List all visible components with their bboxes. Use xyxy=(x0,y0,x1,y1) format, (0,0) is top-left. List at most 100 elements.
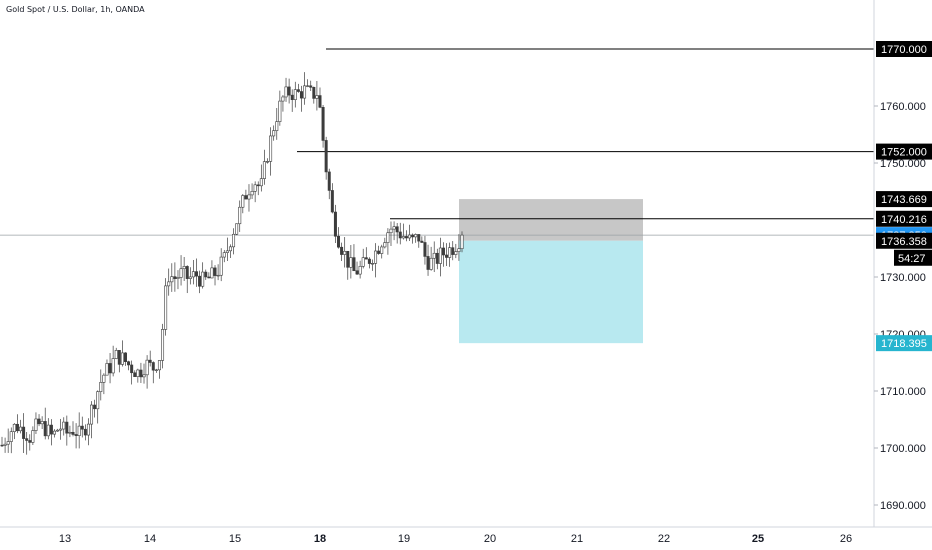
candle-body xyxy=(145,359,149,376)
candle-body xyxy=(299,91,303,99)
candle-body xyxy=(86,423,90,436)
candle-body xyxy=(306,85,310,87)
candle-body xyxy=(71,431,75,435)
candle-body xyxy=(117,350,121,365)
candle-body xyxy=(269,135,273,162)
candle-body xyxy=(225,250,229,253)
candle-body xyxy=(25,438,29,441)
candle-body xyxy=(337,235,341,248)
target-price-tag-bg xyxy=(876,335,932,352)
candle-body xyxy=(34,418,38,431)
candle-body xyxy=(312,87,316,99)
candle-body xyxy=(454,251,458,255)
candle-body xyxy=(241,195,245,208)
candle-body xyxy=(253,184,257,192)
candle-body xyxy=(46,424,50,437)
candle-body xyxy=(59,428,63,431)
candle-body xyxy=(216,274,220,277)
candle-body xyxy=(340,246,344,255)
y-tick-label: 1690.000 xyxy=(880,500,926,512)
candle-body xyxy=(9,431,13,442)
candle-body xyxy=(49,424,53,435)
candle-body xyxy=(333,211,337,237)
candle-body xyxy=(395,226,399,233)
candle-body xyxy=(423,242,427,257)
candle-body xyxy=(284,86,288,98)
candle-body xyxy=(179,268,183,278)
x-tick-label: 18 xyxy=(314,533,326,545)
candle-body xyxy=(380,246,384,254)
level-price-tag: 1752.000 xyxy=(881,147,927,159)
stop-price-tag-bg xyxy=(876,191,932,208)
candle-body xyxy=(448,247,452,258)
candle-body xyxy=(142,374,146,378)
candle-body xyxy=(432,252,436,259)
candle-body xyxy=(451,247,455,255)
candle-body xyxy=(154,369,158,371)
y-tick-label: 1750.000 xyxy=(880,158,926,170)
candle-body xyxy=(99,382,103,392)
candle-body xyxy=(133,372,137,377)
candle-body xyxy=(6,441,10,445)
candle-body xyxy=(287,86,291,96)
candle-body xyxy=(164,285,168,330)
candle-body xyxy=(207,276,211,279)
candle-body xyxy=(389,228,393,234)
candle-body xyxy=(303,85,307,99)
candle-body xyxy=(185,266,189,279)
candle-body xyxy=(352,257,356,272)
candle-body xyxy=(157,360,161,371)
level-price-tag: 1740.216 xyxy=(881,214,927,226)
candle-body xyxy=(361,257,365,267)
stop-price-tag: 1743.669 xyxy=(881,194,927,206)
candle-body xyxy=(31,430,35,443)
candle-body xyxy=(204,271,208,278)
position-zones xyxy=(459,199,643,344)
chart-title: Gold Spot / U.S. Dollar, 1h, OANDA xyxy=(6,5,145,14)
x-tick-label: 22 xyxy=(658,533,670,545)
candle-body xyxy=(324,140,328,173)
candle-body xyxy=(219,256,223,276)
countdown-tag-bg xyxy=(894,249,932,266)
candle-body xyxy=(228,246,232,252)
candle-body xyxy=(148,359,152,363)
candle-body xyxy=(417,234,421,242)
x-tick-label: 13 xyxy=(59,533,71,545)
candle-body xyxy=(56,429,60,432)
x-tick-label: 25 xyxy=(752,533,764,545)
candle-body xyxy=(370,263,374,265)
level-price-tag-bg xyxy=(876,143,932,160)
candle-body xyxy=(374,250,378,264)
candle-body xyxy=(343,250,347,255)
candle-body xyxy=(266,161,270,163)
candle-body xyxy=(414,234,418,238)
candle-body xyxy=(40,421,44,425)
candle-body xyxy=(127,361,131,366)
candle-body xyxy=(62,421,66,430)
candle-body xyxy=(377,250,381,254)
candle-body xyxy=(426,256,430,270)
candle-body xyxy=(77,425,81,436)
candle-body xyxy=(65,421,69,434)
candle-body xyxy=(383,242,387,248)
candle-body xyxy=(318,95,322,108)
candle-body xyxy=(173,276,177,279)
candle-body xyxy=(272,130,276,137)
candle-body xyxy=(232,233,236,248)
candle-body xyxy=(256,184,260,187)
candle-body xyxy=(96,391,100,410)
candle-body xyxy=(386,232,390,243)
candle-body xyxy=(235,223,239,235)
candle-body xyxy=(161,329,165,361)
candle-body xyxy=(80,425,84,430)
candle-body xyxy=(321,107,325,141)
level-price-tag-bg xyxy=(876,41,932,57)
candle-body xyxy=(111,358,115,374)
candle-body xyxy=(68,431,72,434)
candle-body xyxy=(355,270,359,275)
candle-body xyxy=(176,277,180,279)
candle-body xyxy=(460,234,464,249)
horizontal-lines xyxy=(0,48,874,236)
